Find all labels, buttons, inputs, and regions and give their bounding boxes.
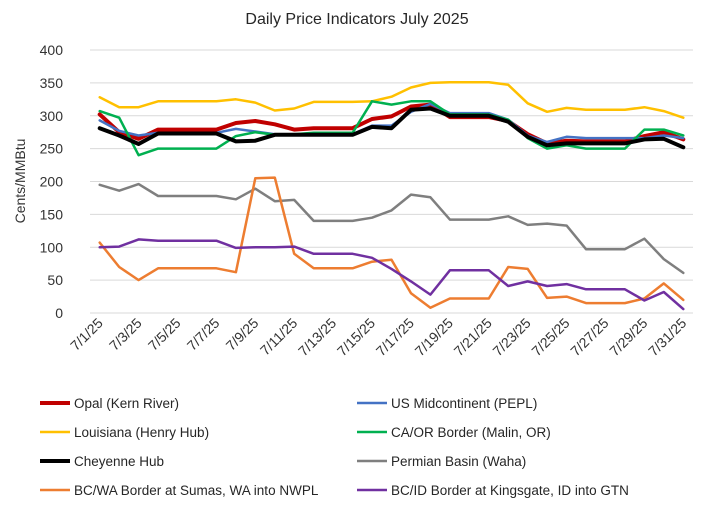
x-tick-label: 7/23/25 — [489, 315, 533, 359]
y-tick-label: 150 — [40, 206, 64, 222]
legend-label: Louisiana (Henry Hub) — [74, 425, 209, 440]
series-lines — [97, 80, 686, 311]
y-tick-label: 350 — [40, 75, 64, 91]
grid-lines — [90, 49, 693, 314]
y-axis-label: Cents/MMBtu — [12, 139, 28, 224]
x-tick-label: 7/9/25 — [223, 315, 262, 354]
y-tick-label: 250 — [40, 141, 64, 157]
series-line-6 — [98, 182, 685, 275]
legend-label: US Midcontinent (PEPL) — [391, 396, 537, 411]
y-tick-label: 300 — [40, 108, 64, 124]
x-tick-label: 7/7/25 — [184, 315, 223, 354]
legend-label: Opal (Kern River) — [74, 396, 179, 411]
x-tick-label: 7/3/25 — [106, 315, 145, 354]
legend-label: Cheyenne Hub — [74, 454, 164, 469]
legend-label: Permian Basin (Waha) — [391, 454, 526, 469]
series-line-5 — [97, 106, 686, 150]
x-tick-label: 7/13/25 — [295, 315, 339, 359]
legend-label: BC/ID Border at Kingsgate, ID into GTN — [391, 483, 629, 498]
legend-label: BC/WA Border at Sumas, WA into NWPL — [74, 483, 319, 498]
y-tick-label: 100 — [40, 239, 64, 255]
x-tick-labels: 7/1/25 7/3/25 7/5/25 7/7/25 7/9/257/11/257/1… — [67, 315, 690, 359]
y-tick-label: 200 — [40, 174, 64, 190]
x-tick-label: 7/17/25 — [373, 315, 417, 359]
x-tick-label: 7/29/25 — [606, 315, 650, 359]
series-line-4 — [98, 100, 685, 157]
y-tick-labels: 0 50 100 150 200 250 300 350 400 — [40, 42, 64, 321]
y-tick-label: 50 — [47, 272, 63, 288]
series-line-7 — [98, 176, 685, 309]
y-tick-label: 0 — [55, 305, 63, 321]
y-tick-label: 400 — [40, 42, 64, 58]
x-tick-label: 7/25/25 — [528, 315, 572, 359]
x-tick-label: 7/27/25 — [567, 315, 611, 359]
x-tick-label: 7/15/25 — [334, 315, 378, 359]
legend-label: CA/OR Border (Malin, OR) — [391, 425, 551, 440]
chart-title: Daily Price Indicators July 2025 — [245, 11, 468, 28]
x-tick-label: 7/31/25 — [645, 315, 689, 359]
legend: Opal (Kern River) US Midcontinent (PEPL) L… — [40, 396, 629, 498]
series-line-3 — [98, 80, 685, 119]
x-tick-label: 7/11/25 — [257, 315, 301, 359]
x-tick-label: 7/1/25 — [67, 315, 106, 354]
series-line-8 — [98, 238, 685, 311]
x-tick-label: 7/5/25 — [145, 315, 184, 354]
x-tick-label: 7/21/25 — [451, 315, 495, 359]
x-tick-label: 7/19/25 — [412, 315, 456, 359]
